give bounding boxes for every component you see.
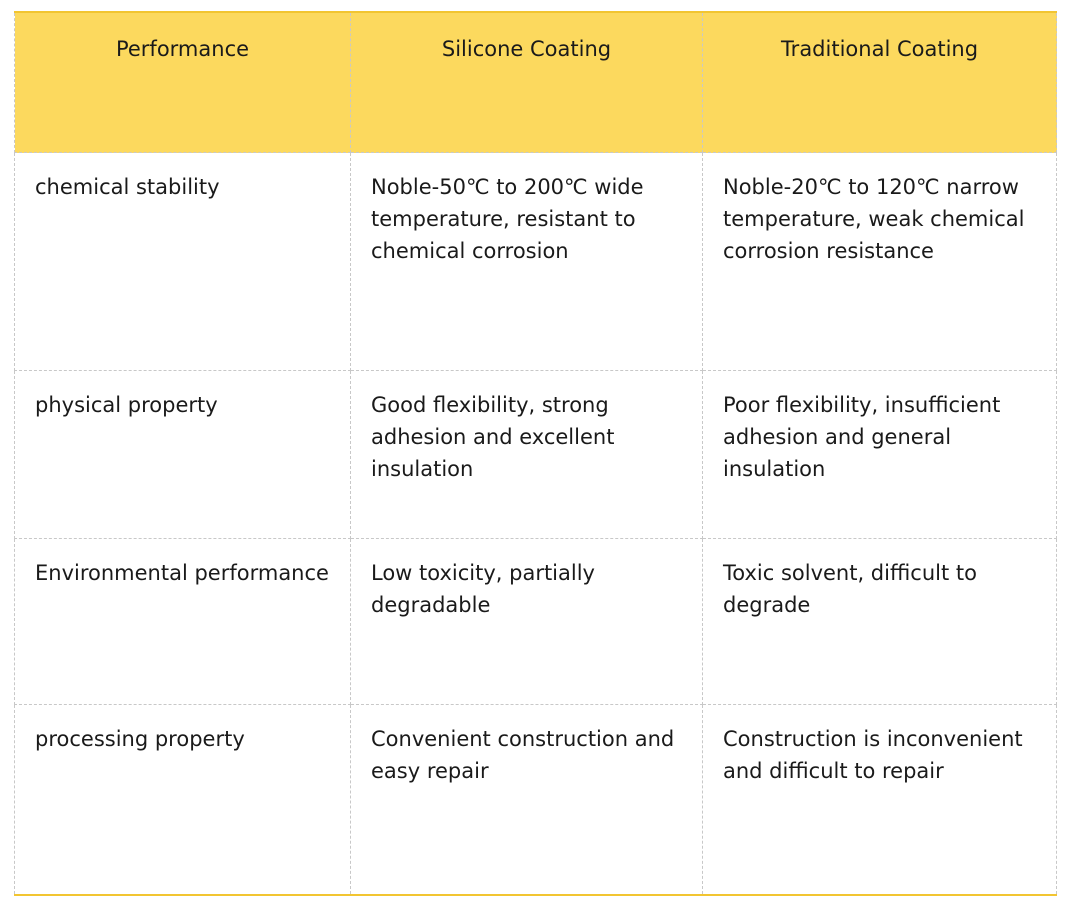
header-cell: Performance <box>14 11 351 153</box>
table-cell: processing property <box>14 704 351 896</box>
header-cell: Silicone Coating <box>350 11 703 153</box>
header-row: Performance Silicone Coating Traditional C… <box>14 11 1057 153</box>
table-cell: Poor flexibility, insufficient adhesion … <box>702 370 1057 539</box>
comparison-table: Performance Silicone Coating Traditional C… <box>14 11 1057 896</box>
table-cell: Toxic solvent, difficult to degrade <box>702 538 1057 705</box>
table-row: physical property Good flexibility, stron… <box>14 370 1057 539</box>
table-cell: Convenient construction and easy repair <box>350 704 703 896</box>
table-row: Environmental performance Low toxicity, p… <box>14 538 1057 705</box>
table-cell: Good flexibility, strong adhesion and ex… <box>350 370 703 539</box>
table-cell: physical property <box>14 370 351 539</box>
table-cell: Noble-50℃ to 200℃ wide temperature, resi… <box>350 152 703 371</box>
table-row: processing property Convenient constructi… <box>14 704 1057 896</box>
table-cell: Low toxicity, partially degradable <box>350 538 703 705</box>
table-cell: Environmental performance <box>14 538 351 705</box>
table-cell: chemical stability <box>14 152 351 371</box>
table-cell: Noble-20℃ to 120℃ narrow temperature, we… <box>702 152 1057 371</box>
header-cell: Traditional Coating <box>702 11 1057 153</box>
table-row: chemical stability Noble-50℃ to 200℃ wide… <box>14 152 1057 371</box>
table-cell: Construction is inconvenient and difficu… <box>702 704 1057 896</box>
